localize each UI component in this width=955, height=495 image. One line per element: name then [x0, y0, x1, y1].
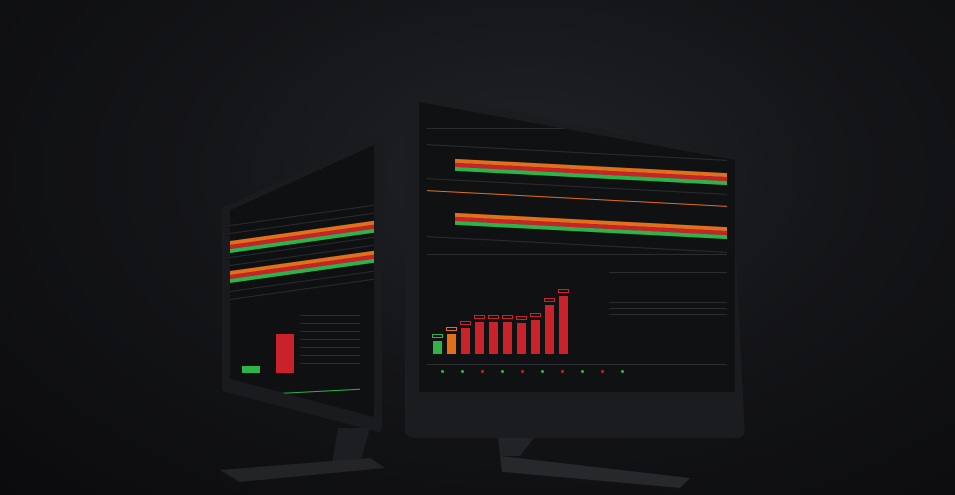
chart-bar [489, 322, 498, 354]
grid-line [427, 190, 727, 207]
grid-line [230, 278, 374, 300]
chart-bar [433, 341, 442, 354]
legend-dot [461, 370, 464, 373]
grid-line [300, 339, 360, 340]
grid-line [300, 355, 360, 356]
grid-line [300, 347, 360, 348]
left-monitor-screen [230, 145, 374, 417]
legend-dot [581, 370, 584, 373]
legend-dot [621, 370, 624, 373]
legend-dot [601, 370, 604, 373]
grid-line [609, 302, 727, 303]
chart-bar-cap [460, 321, 471, 325]
chart-bar [242, 366, 260, 373]
chart-bar-cap [446, 327, 457, 331]
grid-line [300, 363, 360, 364]
right-monitor [405, 88, 745, 438]
legend-dot [441, 370, 444, 373]
chart-bar [545, 305, 554, 354]
chart-bar-cap [474, 315, 485, 319]
chart-bar-cap [488, 315, 499, 319]
legend-dot [501, 370, 504, 373]
chart-bar [276, 334, 294, 373]
chart-bar [517, 323, 526, 354]
chart-bar [531, 320, 540, 354]
legend-divider [427, 364, 727, 365]
grid-line [300, 323, 360, 324]
chart-bar [461, 328, 470, 354]
right-monitor-screen [419, 102, 735, 392]
chart-bar-cap [558, 289, 569, 293]
chart-bar [503, 322, 512, 354]
legend-dot [481, 370, 484, 373]
left-monitor-stand [220, 428, 385, 482]
chart-bar [559, 296, 568, 354]
chart-bar-cap [530, 313, 541, 317]
chart-bar-cap [432, 334, 443, 338]
right-monitor-stand [498, 438, 690, 490]
chart-bar [447, 334, 456, 354]
grid-line [427, 236, 727, 253]
grid-line [609, 272, 727, 273]
grid-line [609, 314, 727, 315]
legend-dot [561, 370, 564, 373]
chart-bar-cap [544, 298, 555, 302]
grid-line [300, 331, 360, 332]
grid-line [427, 254, 727, 255]
legend-dot [521, 370, 524, 373]
legend-dot [541, 370, 544, 373]
grid-line [300, 315, 360, 316]
left-monitor [220, 133, 385, 482]
grid-line [427, 144, 727, 161]
grid-line [609, 308, 727, 309]
chart-bar [475, 322, 484, 354]
chart-bar-cap [516, 316, 527, 320]
chart-bar-cap [502, 315, 513, 319]
